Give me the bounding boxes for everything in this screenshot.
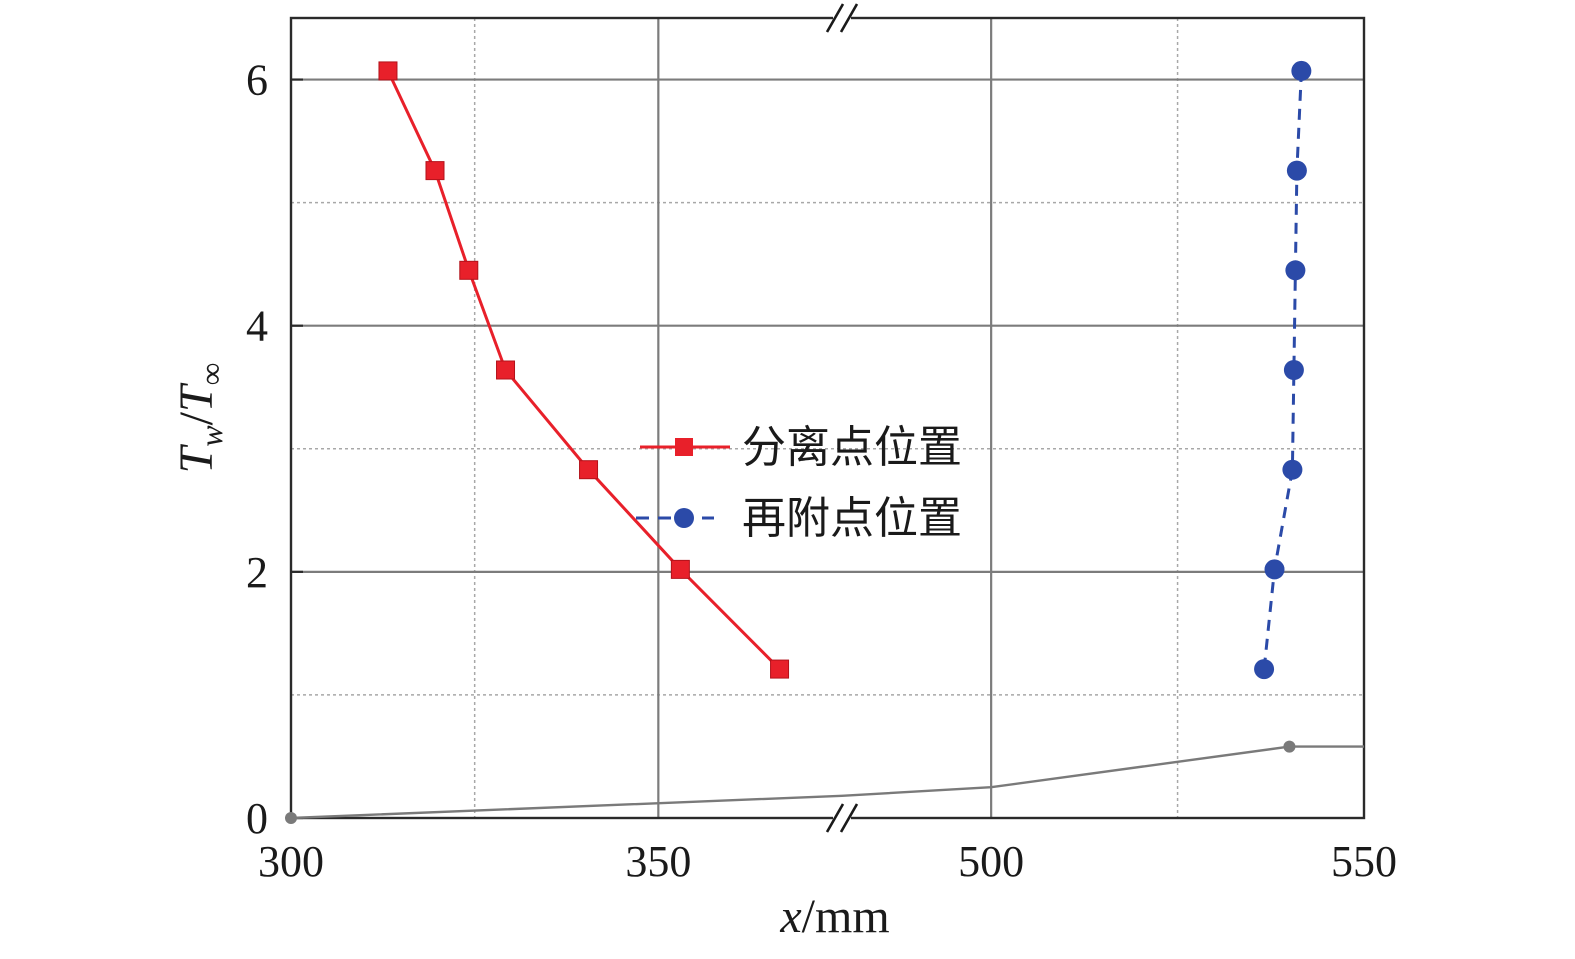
x-tick-label: 500 — [958, 837, 1024, 886]
legend-marker-separation — [675, 438, 693, 456]
axis-break-slash — [825, 3, 845, 33]
series-layer — [285, 60, 1364, 824]
major-grid — [291, 18, 1364, 818]
geometry-endpoint — [1283, 740, 1296, 753]
axis-break-gap — [833, 4, 851, 32]
plot-background — [291, 18, 1364, 818]
y-tick-label: 2 — [246, 548, 268, 597]
legend-entry-reattachment: 再附点位置 — [636, 493, 962, 544]
reattachment-point — [1264, 559, 1285, 580]
axis-break-marks — [825, 3, 859, 833]
series-1 — [1254, 60, 1312, 680]
x-tick-label: 550 — [1331, 837, 1397, 886]
x-tick-label: 350 — [625, 837, 691, 886]
reattachment-point — [1282, 459, 1303, 480]
y-tick-label: 4 — [246, 302, 268, 351]
axis-break-slash — [839, 803, 859, 833]
x-tick-labels: 300 350 500 550 — [258, 837, 1397, 886]
legend: 分离点位置 再附点位置 — [636, 422, 962, 544]
legend-marker-reattachment — [674, 508, 694, 528]
separation-point — [579, 460, 599, 480]
reattachment-point — [1254, 659, 1275, 680]
reattachment-point — [1291, 60, 1312, 81]
legend-entry-separation: 分离点位置 — [640, 422, 962, 473]
reattachment-point — [1286, 160, 1307, 181]
geometry-endpoint — [285, 812, 297, 824]
plot-border — [289, 16, 1366, 820]
legend-label-reattachment: 再附点位置 — [742, 493, 962, 544]
axis-break-slash — [839, 3, 859, 33]
x-tick-label: 300 — [258, 837, 324, 886]
series-0 — [378, 61, 790, 679]
y-axis-slash: / — [170, 411, 223, 425]
separation-point — [378, 61, 398, 81]
y-axis-sub-inf: ∞ — [193, 363, 229, 386]
y-tick-label: 0 — [246, 794, 268, 843]
reattachment-point — [1283, 360, 1304, 380]
separation-point — [425, 161, 445, 181]
reattachment-point — [1285, 260, 1306, 281]
separation-point — [670, 559, 690, 579]
series-2 — [285, 740, 1364, 824]
y-axis-sub-w: w — [193, 425, 229, 447]
x-axis-var: x — [779, 890, 801, 943]
separation-point — [496, 360, 516, 380]
axis-break-slash — [825, 803, 845, 833]
y-axis-T2: T — [170, 382, 223, 412]
x-axis-unit: /mm — [802, 890, 890, 943]
x-axis-title: x/mm — [779, 890, 889, 943]
minor-grid — [291, 18, 1364, 818]
legend-label-separation: 分离点位置 — [742, 422, 962, 473]
separation-point — [770, 659, 790, 679]
separation-point — [459, 260, 479, 280]
series-line-2 — [290, 745, 1364, 820]
axis-break-gap — [833, 804, 851, 832]
y-axis-T1: T — [170, 443, 223, 473]
y-tick-labels: 0 2 4 6 — [246, 56, 268, 843]
y-axis-title: Tw/T∞ — [170, 363, 229, 474]
y-tick-label: 6 — [246, 56, 268, 105]
